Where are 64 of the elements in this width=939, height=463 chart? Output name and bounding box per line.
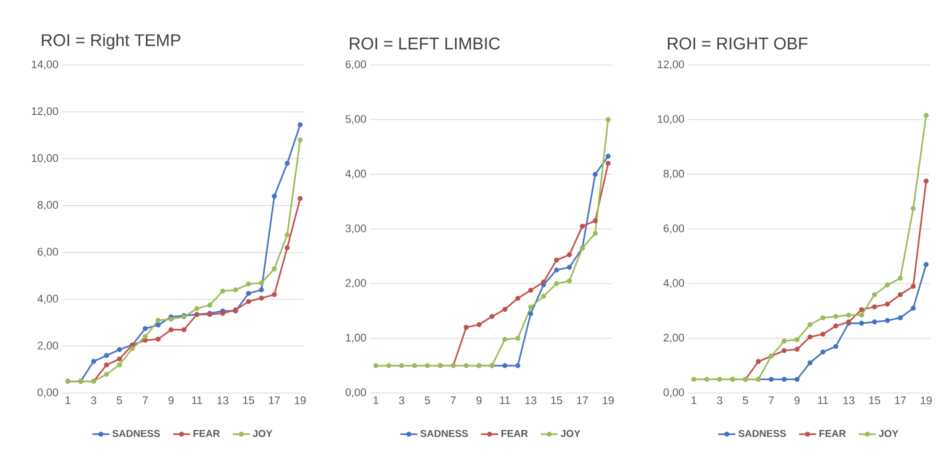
y-tick-label: 14,00 [32, 60, 58, 70]
x-tick-label: 9 [476, 396, 482, 404]
x-tick-label: 3 [91, 396, 96, 404]
y-tick-label: 4,00 [37, 294, 58, 304]
legend-label: JOY [878, 430, 898, 438]
x-tick-label: 13 [525, 396, 536, 404]
y-tick-label: 8,00 [38, 201, 58, 210]
x-tick-label: 5 [116, 396, 122, 404]
y-tick-label: 8,00 [664, 170, 684, 179]
y-tick-label: 6,00 [664, 224, 684, 234]
legend-label: SADNESS [738, 430, 786, 438]
x-tick-label: 13 [843, 396, 854, 404]
x-tick-label: 19 [920, 396, 932, 404]
x-tick-label: 13 [217, 396, 228, 404]
x-tick-label: 9 [794, 396, 800, 404]
y-tick-label: 0,00 [38, 388, 58, 398]
x-tick-label: 7 [142, 396, 148, 404]
x-tick-label: 17 [577, 396, 588, 404]
y-tick-label: 3,00 [346, 224, 366, 234]
x-tick-label: 11 [818, 396, 828, 404]
y-tick-label: 4,00 [663, 279, 684, 288]
y-tick-label: 0,00 [346, 388, 366, 398]
y-tick-label: 2,00 [664, 334, 684, 343]
x-tick-label: 1 [66, 396, 70, 404]
x-tick-label: 15 [551, 396, 562, 404]
y-tick-label: 5,00 [346, 115, 366, 124]
x-tick-label: 11 [192, 396, 202, 404]
x-tick-label: 3 [717, 396, 722, 404]
legend-label: SADNESS [420, 430, 468, 438]
y-tick-label: 6,00 [346, 60, 366, 70]
legend-label: FEAR [502, 430, 528, 437]
legend-label: FEAR [194, 430, 220, 437]
x-tick-label: 17 [269, 396, 280, 404]
legend-label: JOY [252, 430, 272, 438]
x-tick-label: 7 [768, 396, 774, 404]
chart-title: ROI = Right TEMP [42, 34, 180, 50]
y-tick-label: 10,00 [32, 154, 58, 164]
legend-label: FEAR [820, 430, 846, 437]
y-tick-label: 2,00 [346, 279, 366, 288]
chart-title: ROI = LEFT LIMBIC [350, 38, 500, 50]
x-tick-label: 1 [692, 396, 696, 404]
x-tick-label: 15 [243, 396, 254, 404]
y-tick-label: 4,00 [345, 170, 366, 179]
y-tick-label: 0,00 [664, 388, 684, 398]
legend-label: SADNESS [112, 430, 160, 438]
x-tick-label: 5 [742, 396, 748, 404]
x-tick-label: 17 [895, 396, 906, 404]
y-tick-label: 10,00 [658, 115, 684, 124]
x-tick-label: 19 [294, 396, 306, 404]
chart-title: ROI = RIGHT OBF [668, 37, 808, 50]
legend-label: JOY [560, 430, 580, 438]
x-tick-label: 11 [500, 396, 510, 404]
x-tick-label: 3 [399, 396, 404, 404]
y-tick-label: 2,00 [38, 342, 58, 351]
y-tick-label: 12,00 [658, 60, 684, 70]
y-tick-label: 12,00 [32, 107, 58, 116]
y-tick-label: 1,00 [346, 334, 366, 343]
x-tick-label: 1 [374, 396, 378, 404]
y-tick-label: 6,00 [38, 248, 58, 257]
x-tick-label: 7 [450, 396, 456, 404]
x-tick-label: 15 [869, 396, 880, 404]
x-tick-label: 5 [424, 396, 430, 404]
x-tick-label: 19 [602, 396, 614, 404]
x-tick-label: 9 [168, 396, 174, 404]
